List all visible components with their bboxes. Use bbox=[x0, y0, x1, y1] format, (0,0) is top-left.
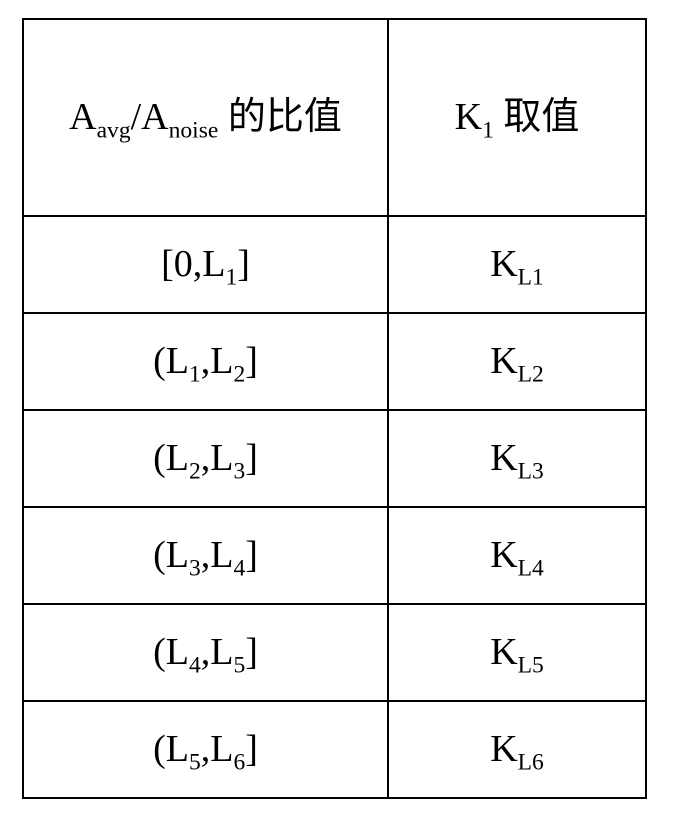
cell-k1: KL5 bbox=[388, 604, 646, 701]
cell-ratio: (L4,L5] bbox=[23, 604, 388, 701]
subscript: 3 bbox=[189, 556, 201, 582]
text: 的比值 bbox=[218, 96, 342, 138]
subscript: 2 bbox=[233, 362, 245, 388]
subscript: L6 bbox=[518, 750, 544, 776]
text: K bbox=[490, 631, 517, 673]
subscript: 4 bbox=[189, 653, 201, 679]
subscript: 3 bbox=[233, 459, 245, 485]
text: (L bbox=[153, 631, 189, 673]
text: A bbox=[69, 96, 96, 138]
text: (L bbox=[153, 437, 189, 479]
subscript: 5 bbox=[189, 750, 201, 776]
text: (L bbox=[153, 728, 189, 770]
text: ,L bbox=[201, 534, 234, 576]
text: K bbox=[455, 96, 482, 138]
table-row: (L5,L6] KL6 bbox=[23, 701, 646, 798]
cell-k1: KL1 bbox=[388, 216, 646, 313]
cell-ratio: (L5,L6] bbox=[23, 701, 388, 798]
header-ratio-text: Aavg/Anoise 的比值 bbox=[69, 96, 342, 138]
text: ,L bbox=[201, 631, 234, 673]
cell-k1: KL2 bbox=[388, 313, 646, 410]
text: /A bbox=[131, 96, 169, 138]
subscript: L4 bbox=[518, 556, 544, 582]
text: K bbox=[490, 728, 517, 770]
text: ] bbox=[245, 437, 258, 479]
text: (L bbox=[153, 340, 189, 382]
cell-ratio: [0,L1] bbox=[23, 216, 388, 313]
table-row: (L1,L2] KL2 bbox=[23, 313, 646, 410]
header-ratio: Aavg/Anoise 的比值 bbox=[23, 19, 388, 216]
cell-ratio: (L2,L3] bbox=[23, 410, 388, 507]
text: ] bbox=[245, 728, 258, 770]
subscript: avg bbox=[97, 118, 131, 144]
cell-k1: KL3 bbox=[388, 410, 646, 507]
text: ] bbox=[245, 340, 258, 382]
subscript: 6 bbox=[233, 750, 245, 776]
subscript: L5 bbox=[518, 653, 544, 679]
subscript: 1 bbox=[482, 118, 494, 144]
subscript: 4 bbox=[233, 556, 245, 582]
text: 取值 bbox=[494, 96, 580, 138]
text: ,L bbox=[201, 340, 234, 382]
subscript: L3 bbox=[518, 459, 544, 485]
text: K bbox=[490, 243, 517, 285]
text: K bbox=[490, 437, 517, 479]
text: ] bbox=[245, 631, 258, 673]
cell-k1: KL4 bbox=[388, 507, 646, 604]
text: ] bbox=[245, 534, 258, 576]
text: ] bbox=[237, 243, 250, 285]
subscript: 5 bbox=[233, 653, 245, 679]
table-row: (L3,L4] KL4 bbox=[23, 507, 646, 604]
table-row: (L2,L3] KL3 bbox=[23, 410, 646, 507]
subscript: noise bbox=[169, 118, 219, 144]
header-k1: K1 取值 bbox=[388, 19, 646, 216]
text: ,L bbox=[201, 728, 234, 770]
text: (L bbox=[153, 534, 189, 576]
table-row: (L4,L5] KL5 bbox=[23, 604, 646, 701]
text: ,L bbox=[201, 437, 234, 479]
table-row: [0,L1] KL1 bbox=[23, 216, 646, 313]
header-k1-text: K1 取值 bbox=[455, 96, 580, 138]
subscript: L1 bbox=[518, 265, 544, 291]
subscript: 1 bbox=[189, 362, 201, 388]
cell-ratio: (L1,L2] bbox=[23, 313, 388, 410]
text: [0,L bbox=[161, 243, 225, 285]
lookup-table: Aavg/Anoise 的比值 K1 取值 [0,L1] KL1 (L1,L2]… bbox=[22, 18, 647, 799]
cell-ratio: (L3,L4] bbox=[23, 507, 388, 604]
subscript: 2 bbox=[189, 459, 201, 485]
subscript: L2 bbox=[518, 362, 544, 388]
text: K bbox=[490, 340, 517, 382]
cell-k1: KL6 bbox=[388, 701, 646, 798]
subscript: 1 bbox=[225, 265, 237, 291]
table-header-row: Aavg/Anoise 的比值 K1 取值 bbox=[23, 19, 646, 216]
text: K bbox=[490, 534, 517, 576]
table-container: Aavg/Anoise 的比值 K1 取值 [0,L1] KL1 (L1,L2]… bbox=[0, 0, 669, 817]
